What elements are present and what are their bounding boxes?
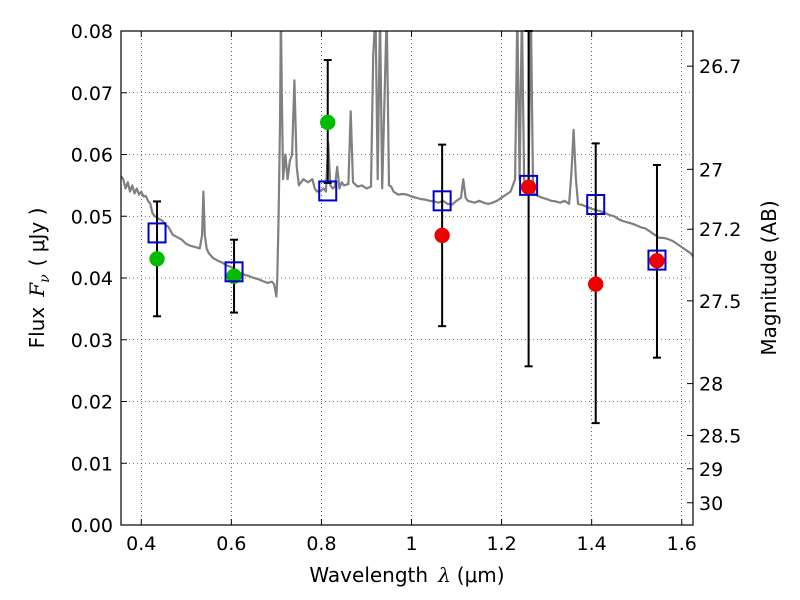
y-axis-label-symbol: F: [25, 282, 49, 298]
y2-tick-label: 28.5: [699, 425, 741, 447]
model-flux-box: [318, 180, 338, 202]
y2-tick-label: 27: [699, 159, 723, 181]
model-flux-box: [432, 190, 452, 212]
x-tick-label: 1.6: [667, 533, 697, 555]
y-tick-label: 0.02: [71, 392, 113, 414]
y-tick-label: 0.01: [71, 453, 113, 475]
y-axis-label-prefix: Flux: [25, 307, 49, 349]
x-tick-label: 0.8: [306, 533, 336, 555]
x-axis-label-symbol: λ: [437, 563, 451, 587]
error-bars: [153, 30, 661, 425]
x-tick-label: 0.4: [126, 533, 156, 555]
x-axis-label-prefix: Wavelength: [309, 563, 428, 587]
green-flux-point: [149, 251, 165, 267]
y-tick-label: 0.04: [71, 268, 113, 290]
y2-tick-label: 29: [699, 459, 723, 481]
x-tick-label: 1: [405, 533, 417, 555]
y-axis-label-subscript: ν: [37, 274, 53, 283]
x-tick-label: 0.6: [216, 533, 246, 555]
model-flux-box: [586, 194, 606, 216]
red-flux-point: [649, 252, 665, 269]
template-spectrum: [121, 31, 693, 298]
model-flux-box: [224, 261, 244, 283]
y-tick-label: 0.05: [71, 206, 113, 228]
template-spectrum-line: [121, 31, 693, 298]
y-tick-label: 0.03: [71, 330, 113, 352]
y2-tick-label: 26.7: [699, 56, 741, 78]
y2-tick-label: 30: [699, 493, 723, 515]
y2-axis-label: Magnitude (AB): [757, 200, 781, 355]
red-flux-point: [587, 276, 604, 292]
model-flux-box: [647, 249, 667, 271]
y2-tick-label: 27.5: [699, 291, 741, 313]
y-axis-label: Flux Fν ( μJy ): [25, 208, 53, 349]
y-axis-label-units: ( μJy ): [25, 208, 49, 267]
red-flux-point: [434, 227, 450, 244]
green-flux-point: [319, 114, 336, 131]
x-axis-label-units: (μm): [457, 563, 505, 587]
x-tick-label: 1.2: [486, 533, 516, 555]
y2-tick-label: 27.2: [699, 219, 741, 241]
y-tick-label: 0.07: [71, 83, 113, 105]
axis-ticks: 0.4 0.6 0.8 1 1.2 1.4 1.6 0.00 0.01 0.02 0.03 0.04 0…: [71, 21, 742, 555]
y-tick-label: 0.06: [71, 145, 113, 167]
y-tick-label: 0.08: [71, 21, 113, 43]
x-axis-label: Wavelength λ (μm): [309, 563, 504, 587]
y-tick-label: 0.00: [71, 515, 113, 537]
model-flux-box: [519, 174, 539, 196]
grid: [121, 30, 693, 526]
model-flux-box: [147, 222, 167, 244]
plot-frame: [120, 30, 694, 526]
data-markers: [147, 114, 667, 292]
y2-tick-label: 28: [699, 374, 723, 396]
x-tick-label: 1.4: [577, 533, 607, 555]
red-flux-point: [520, 179, 537, 195]
